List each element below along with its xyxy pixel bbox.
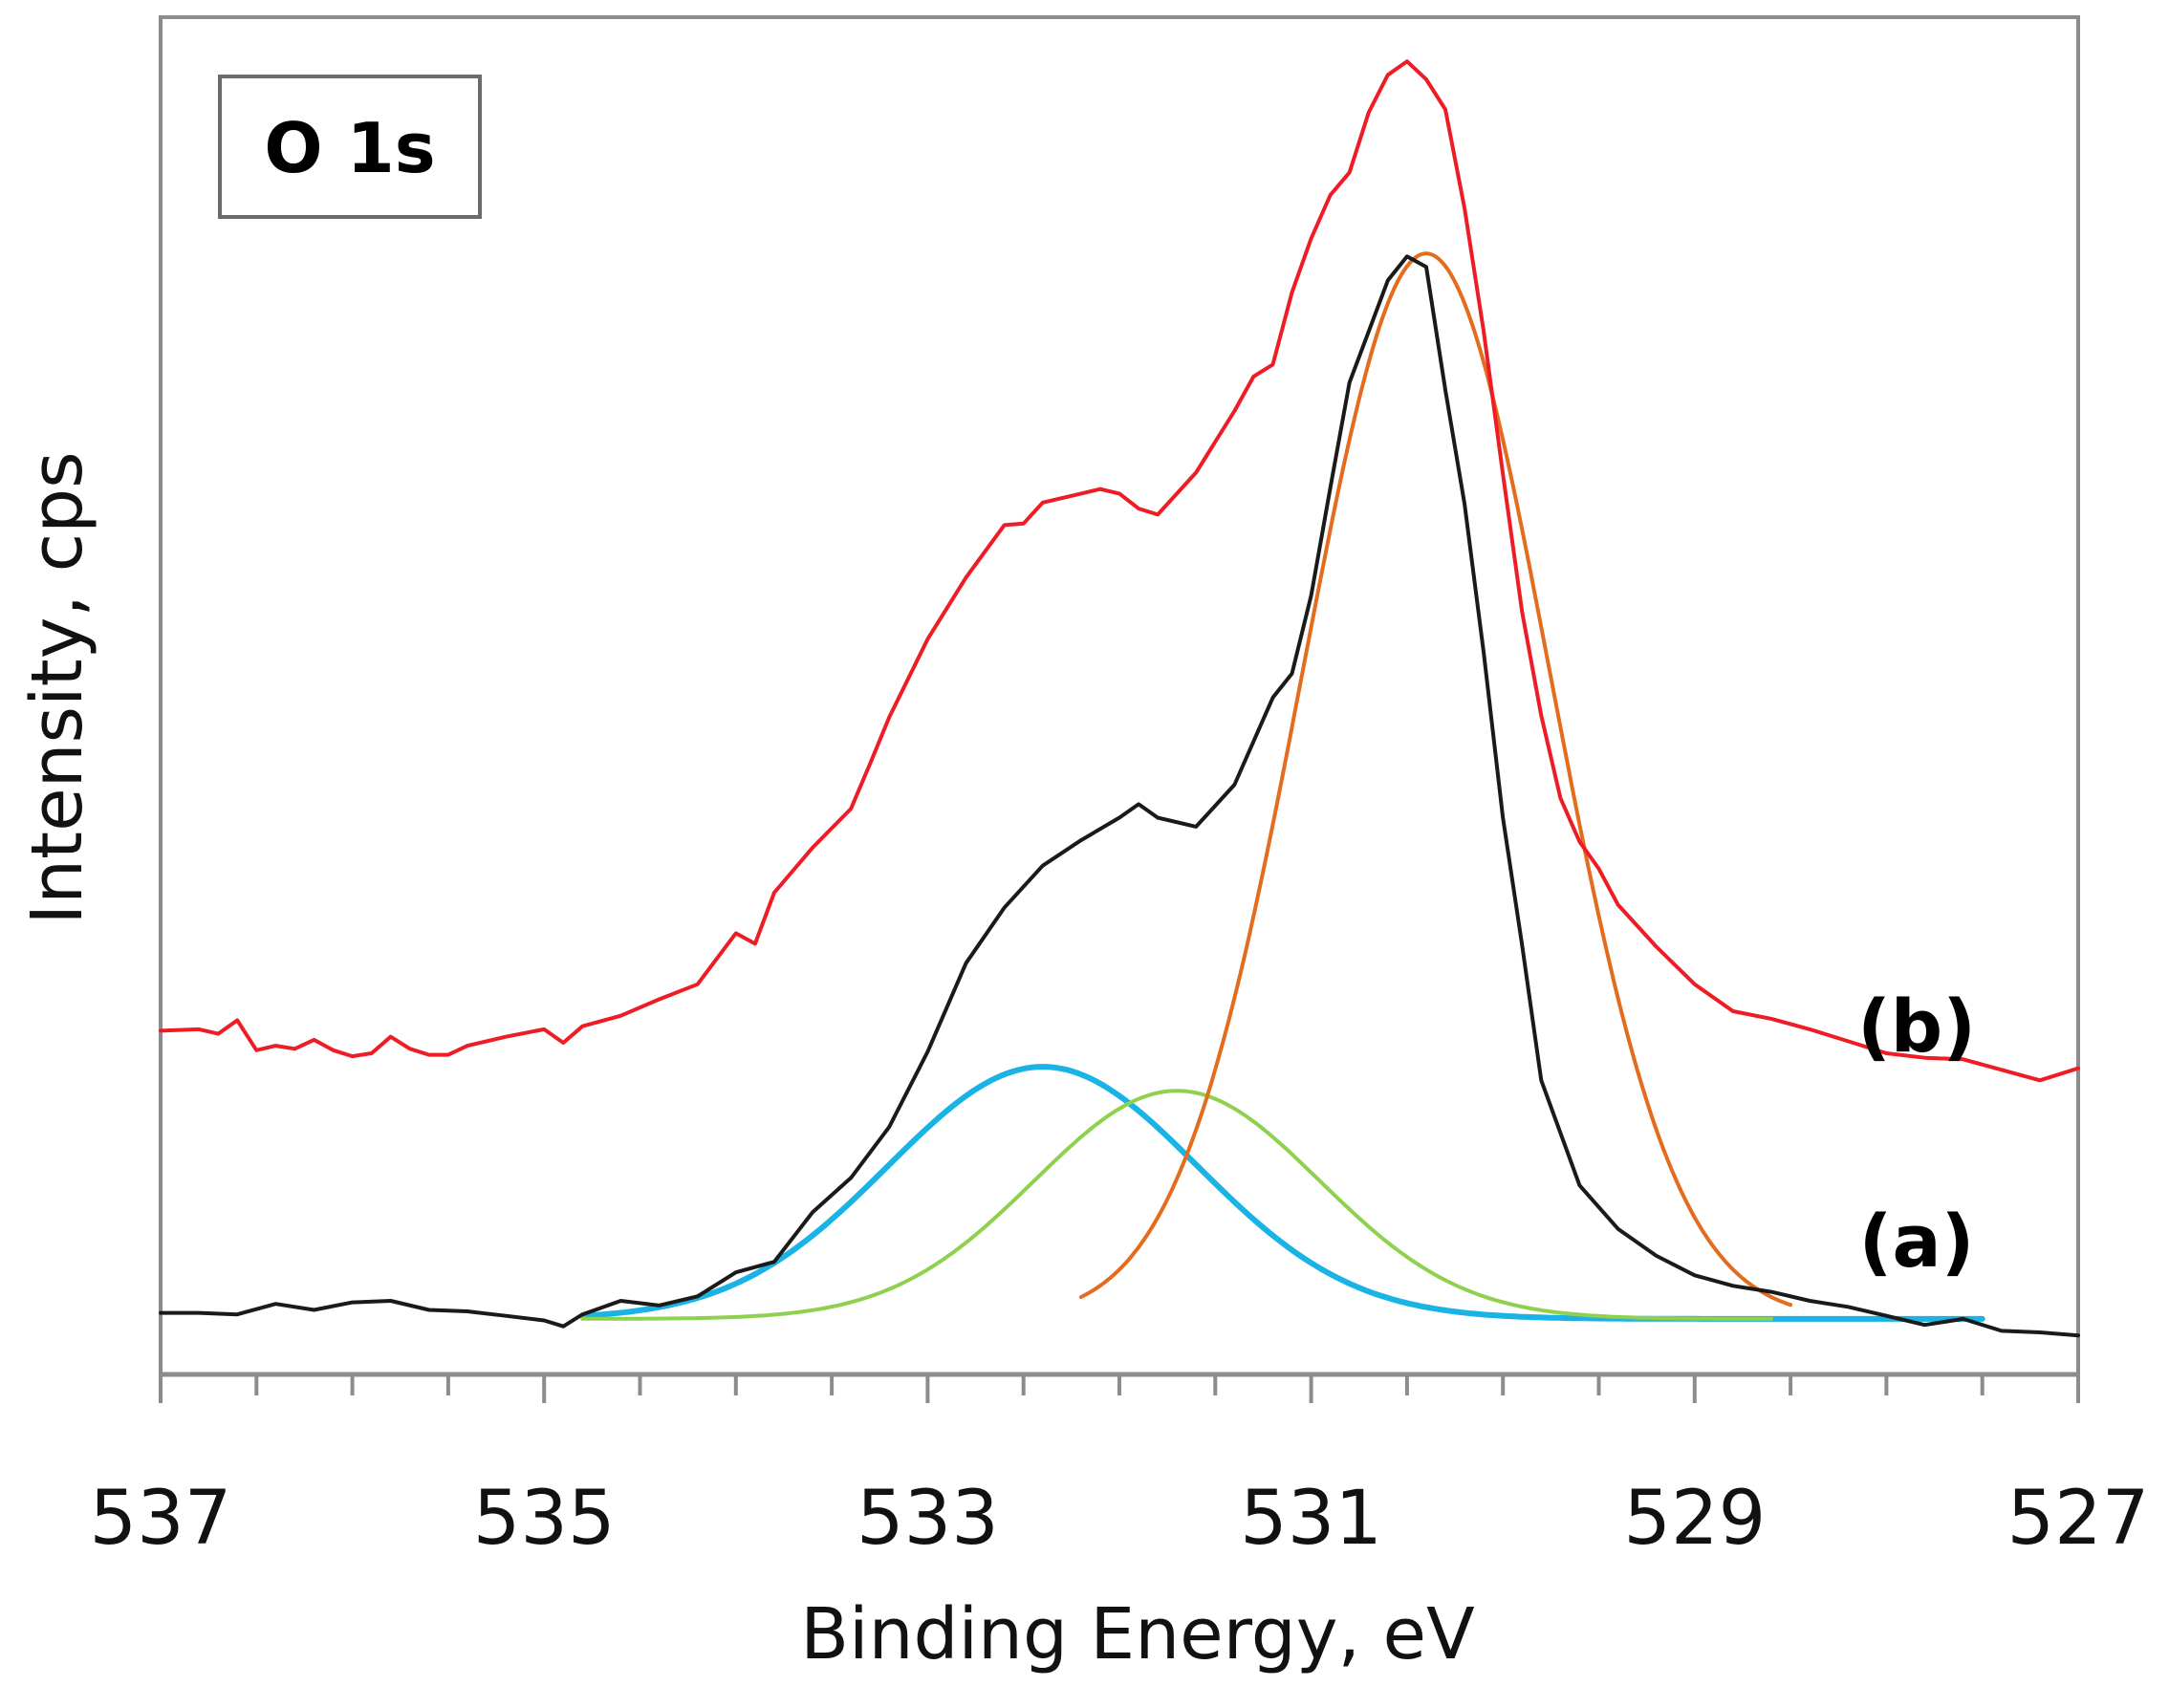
panel-label-box: O 1s [218,75,482,219]
x-tick-label: 529 [1623,1476,1766,1562]
curve-label-a: (a) [1859,1199,1975,1284]
x-tick-labels: 537 535 533 531 529 527 [90,1476,2150,1562]
panel-label-frame [218,75,482,219]
fit-curve-fit-component-532-4-ev [579,1064,1985,1322]
plot-frame [159,15,2080,1376]
y-axis-title: Intensity, cps [16,451,98,924]
x-tick-label: 537 [90,1476,232,1562]
x-tick-label: 535 [473,1476,616,1562]
panel-label: O 1s [264,108,435,188]
x-tick-label: 527 [2007,1476,2150,1562]
spectrum-curve-a [159,254,2080,1338]
fit-curve-fit-component-531-7-ev [580,1089,1773,1321]
x-tick-label: 531 [1240,1476,1382,1562]
series-layer [159,59,2080,1338]
x-ticks [159,1374,2080,1403]
fit-curve-fit-component-530-4-ev [1078,251,1793,1308]
x-axis-title: Binding Energy, eV [800,1593,1475,1676]
curve-label-b: (b) [1857,984,1976,1069]
x-tick-label: 533 [857,1476,999,1562]
spectrum-curve-b [159,59,2080,1083]
